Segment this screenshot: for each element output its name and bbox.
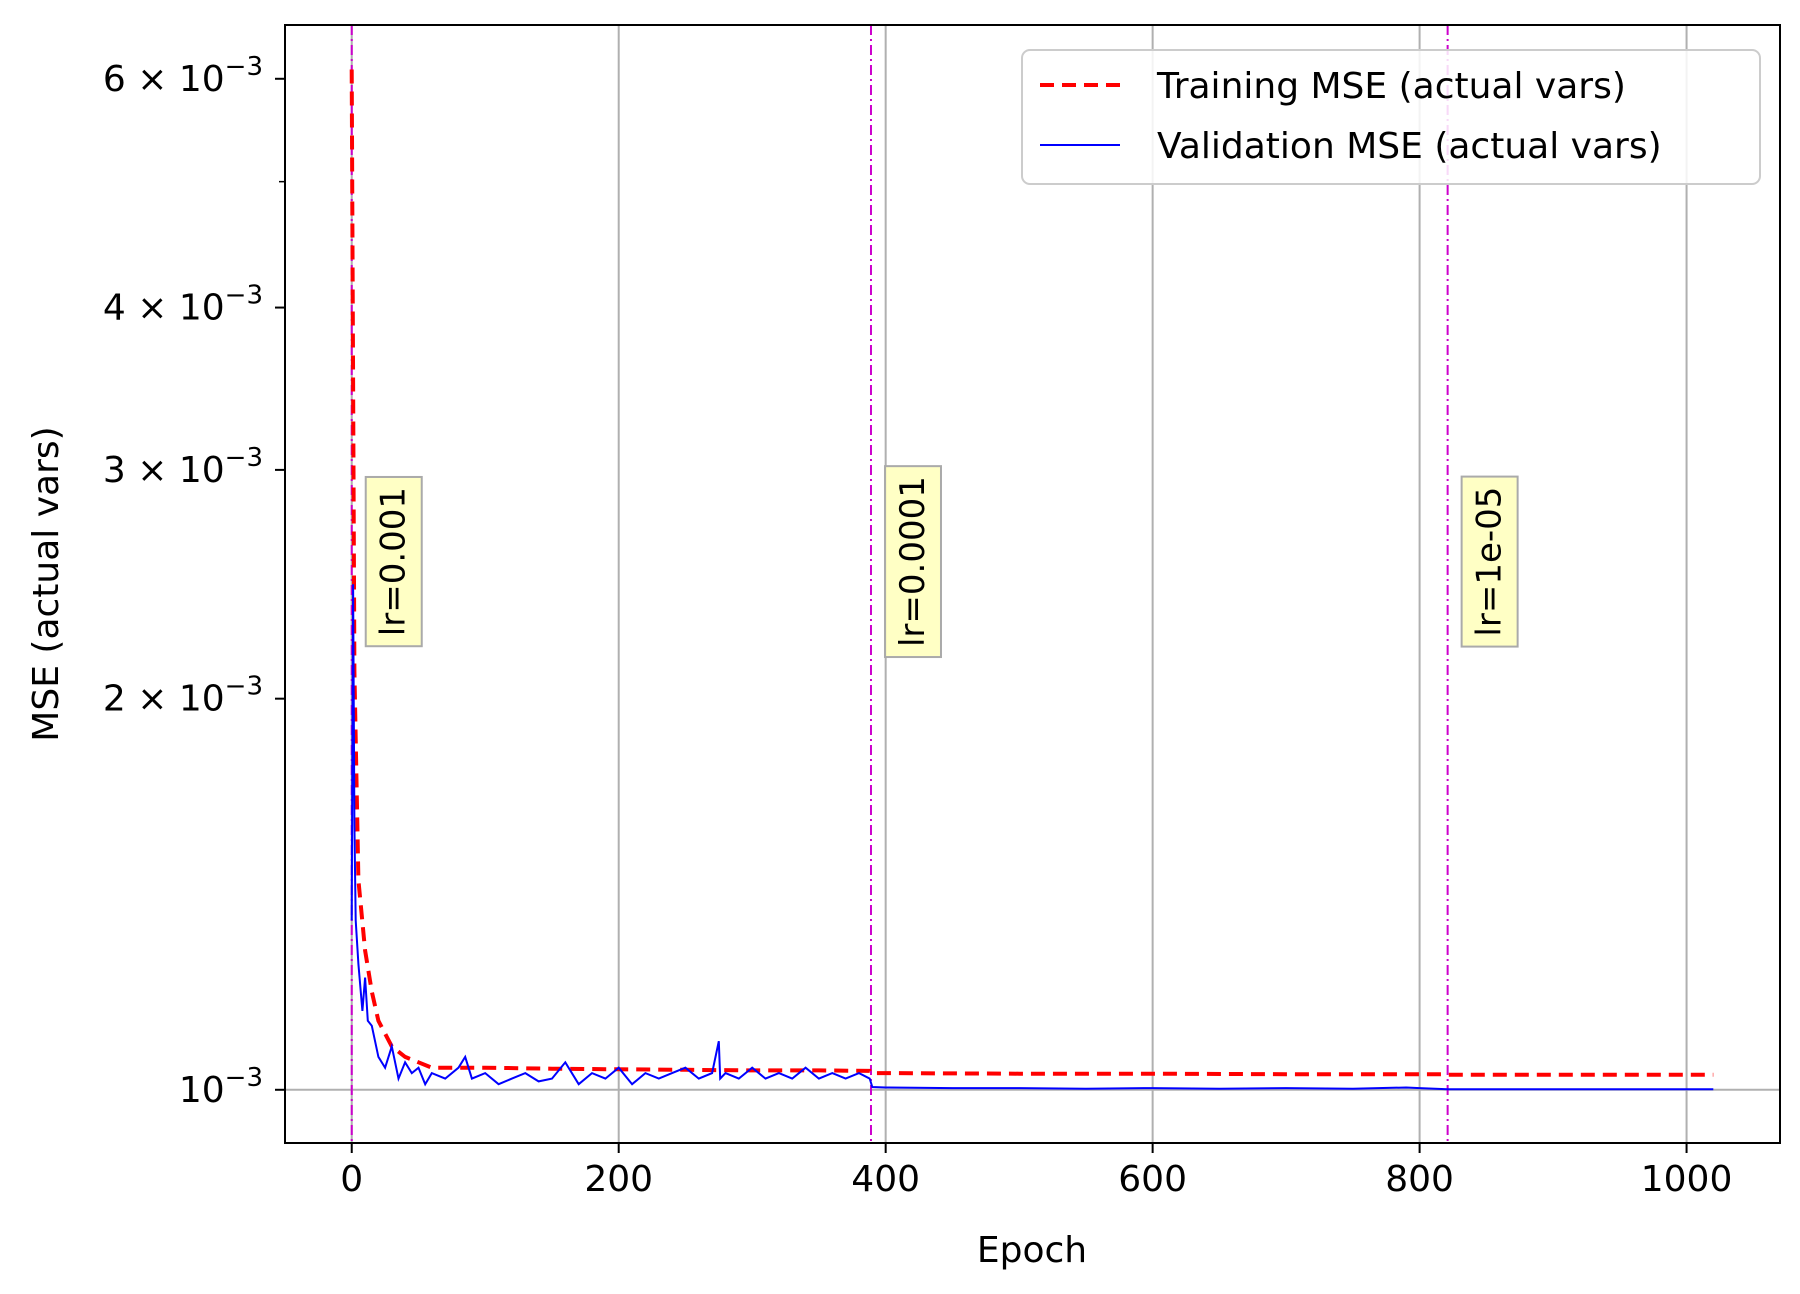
lr-annotation: lr=0.0001 <box>883 465 942 659</box>
x-tick-label: 0 <box>340 1159 363 1200</box>
y-tick-label: 2 × 10−3 <box>103 672 263 720</box>
x-tick-label: 800 <box>1385 1159 1454 1200</box>
legend-training-label: Training MSE (actual vars) <box>1156 66 1626 107</box>
legend-validation-label: Validation MSE (actual vars) <box>1157 126 1662 167</box>
y-axis-ticks: 10−3 2 × 10−3 3 × 10−3 4 × 10−3 6 × 10−3 <box>103 52 285 1111</box>
lr-annotations: lr=0.001 lr=0.0001 lr=1e-05 <box>364 465 1519 659</box>
x-axis-ticks: 0 200 400 600 800 1000 <box>340 1143 1732 1200</box>
lr-annotation: lr=0.001 <box>364 475 423 648</box>
y-tick-label: 10−3 <box>179 1063 263 1111</box>
lr-annotation-label: lr=0.001 <box>374 487 414 636</box>
legend-box <box>1021 49 1761 185</box>
x-tick-label: 600 <box>1118 1159 1187 1200</box>
y-tick-label: 4 × 10−3 <box>103 281 263 329</box>
x-tick-label: 200 <box>584 1159 653 1200</box>
y-tick-label: 6 × 10−3 <box>103 52 263 100</box>
grid <box>285 25 1780 1143</box>
x-axis-label: Epoch <box>977 1230 1087 1271</box>
lr-annotation: lr=1e-05 <box>1460 475 1519 648</box>
legend: Training MSE (actual vars) Validation MS… <box>1021 49 1761 185</box>
lr-annotation-box <box>364 475 423 648</box>
training-mse-line <box>349 69 1714 1077</box>
lr-annotation-box <box>883 465 942 659</box>
y-axis-label: MSE (actual vars) <box>26 426 67 741</box>
plot-frame <box>284 24 1781 1144</box>
lr-annotation-label: lr=1e-05 <box>1470 487 1510 637</box>
series-lines <box>349 69 1714 1091</box>
y-tick-label: 3 × 10−3 <box>103 443 263 491</box>
validation-mse-line <box>350 584 1714 1091</box>
lr-annotation-box <box>1460 475 1519 648</box>
lr-annotation-label: lr=0.0001 <box>893 476 933 647</box>
x-tick-label: 400 <box>851 1159 920 1200</box>
x-tick-label: 1000 <box>1641 1159 1733 1200</box>
